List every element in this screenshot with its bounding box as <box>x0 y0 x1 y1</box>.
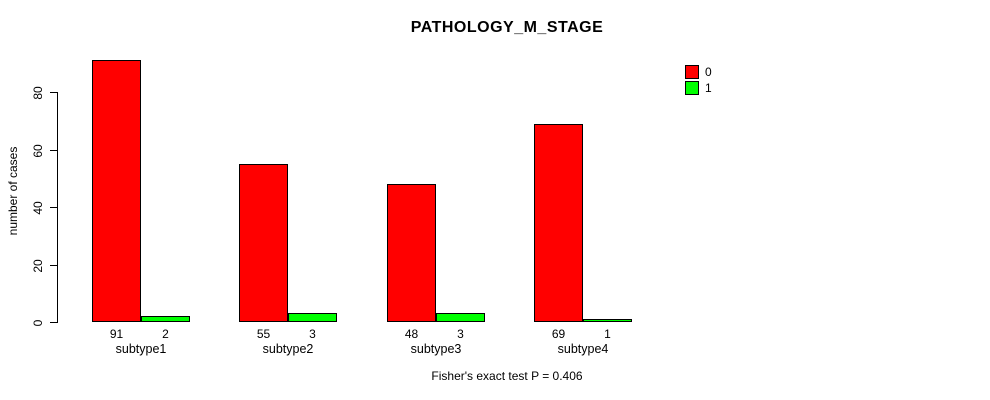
y-tick-label: 40 <box>31 200 45 215</box>
bar-subtype4-series-0 <box>534 124 583 322</box>
category-label-subtype3: subtype3 <box>410 342 462 356</box>
bar-subtype4-series-1 <box>583 319 632 322</box>
bar-value-label: 55 <box>256 327 271 341</box>
legend-entry-0: 0 <box>685 64 712 80</box>
y-tick-label: 80 <box>31 85 45 100</box>
bar-value-label: 3 <box>309 327 316 341</box>
bar-value-label: 69 <box>551 327 566 341</box>
bar-subtype3-series-0 <box>387 184 436 322</box>
bar-subtype1-series-0 <box>92 60 141 322</box>
y-axis <box>57 92 58 323</box>
legend-label: 1 <box>705 81 712 95</box>
chart-title: PATHOLOGY_M_STAGE <box>410 19 604 36</box>
bar-value-label: 1 <box>604 327 611 341</box>
bar-value-label: 48 <box>404 327 419 341</box>
y-tick-label: 60 <box>31 143 45 158</box>
annotation-fisher-test: Fisher's exact test P = 0.406 <box>431 369 583 383</box>
y-tick <box>50 207 57 208</box>
y-tick <box>50 265 57 266</box>
legend-entry-1: 1 <box>685 80 712 96</box>
bar-subtype1-series-1 <box>141 316 190 322</box>
y-tick <box>50 150 57 151</box>
bar-value-label: 91 <box>109 327 124 341</box>
y-tick-label: 20 <box>31 258 45 273</box>
bar-subtype2-series-1 <box>288 313 337 322</box>
bar-value-label: 3 <box>457 327 464 341</box>
category-label-subtype4: subtype4 <box>557 342 609 356</box>
bar-subtype2-series-0 <box>239 164 288 322</box>
legend-swatch-icon <box>685 81 699 95</box>
category-label-subtype1: subtype1 <box>115 342 167 356</box>
y-axis-label: number of cases <box>6 146 20 236</box>
legend-label: 0 <box>705 65 712 79</box>
bar-value-label: 2 <box>162 327 169 341</box>
legend-swatch-icon <box>685 65 699 79</box>
bar-subtype3-series-1 <box>436 313 485 322</box>
y-tick <box>50 322 57 323</box>
category-label-subtype2: subtype2 <box>262 342 314 356</box>
y-tick <box>50 92 57 93</box>
y-tick-label: 0 <box>31 319 45 326</box>
